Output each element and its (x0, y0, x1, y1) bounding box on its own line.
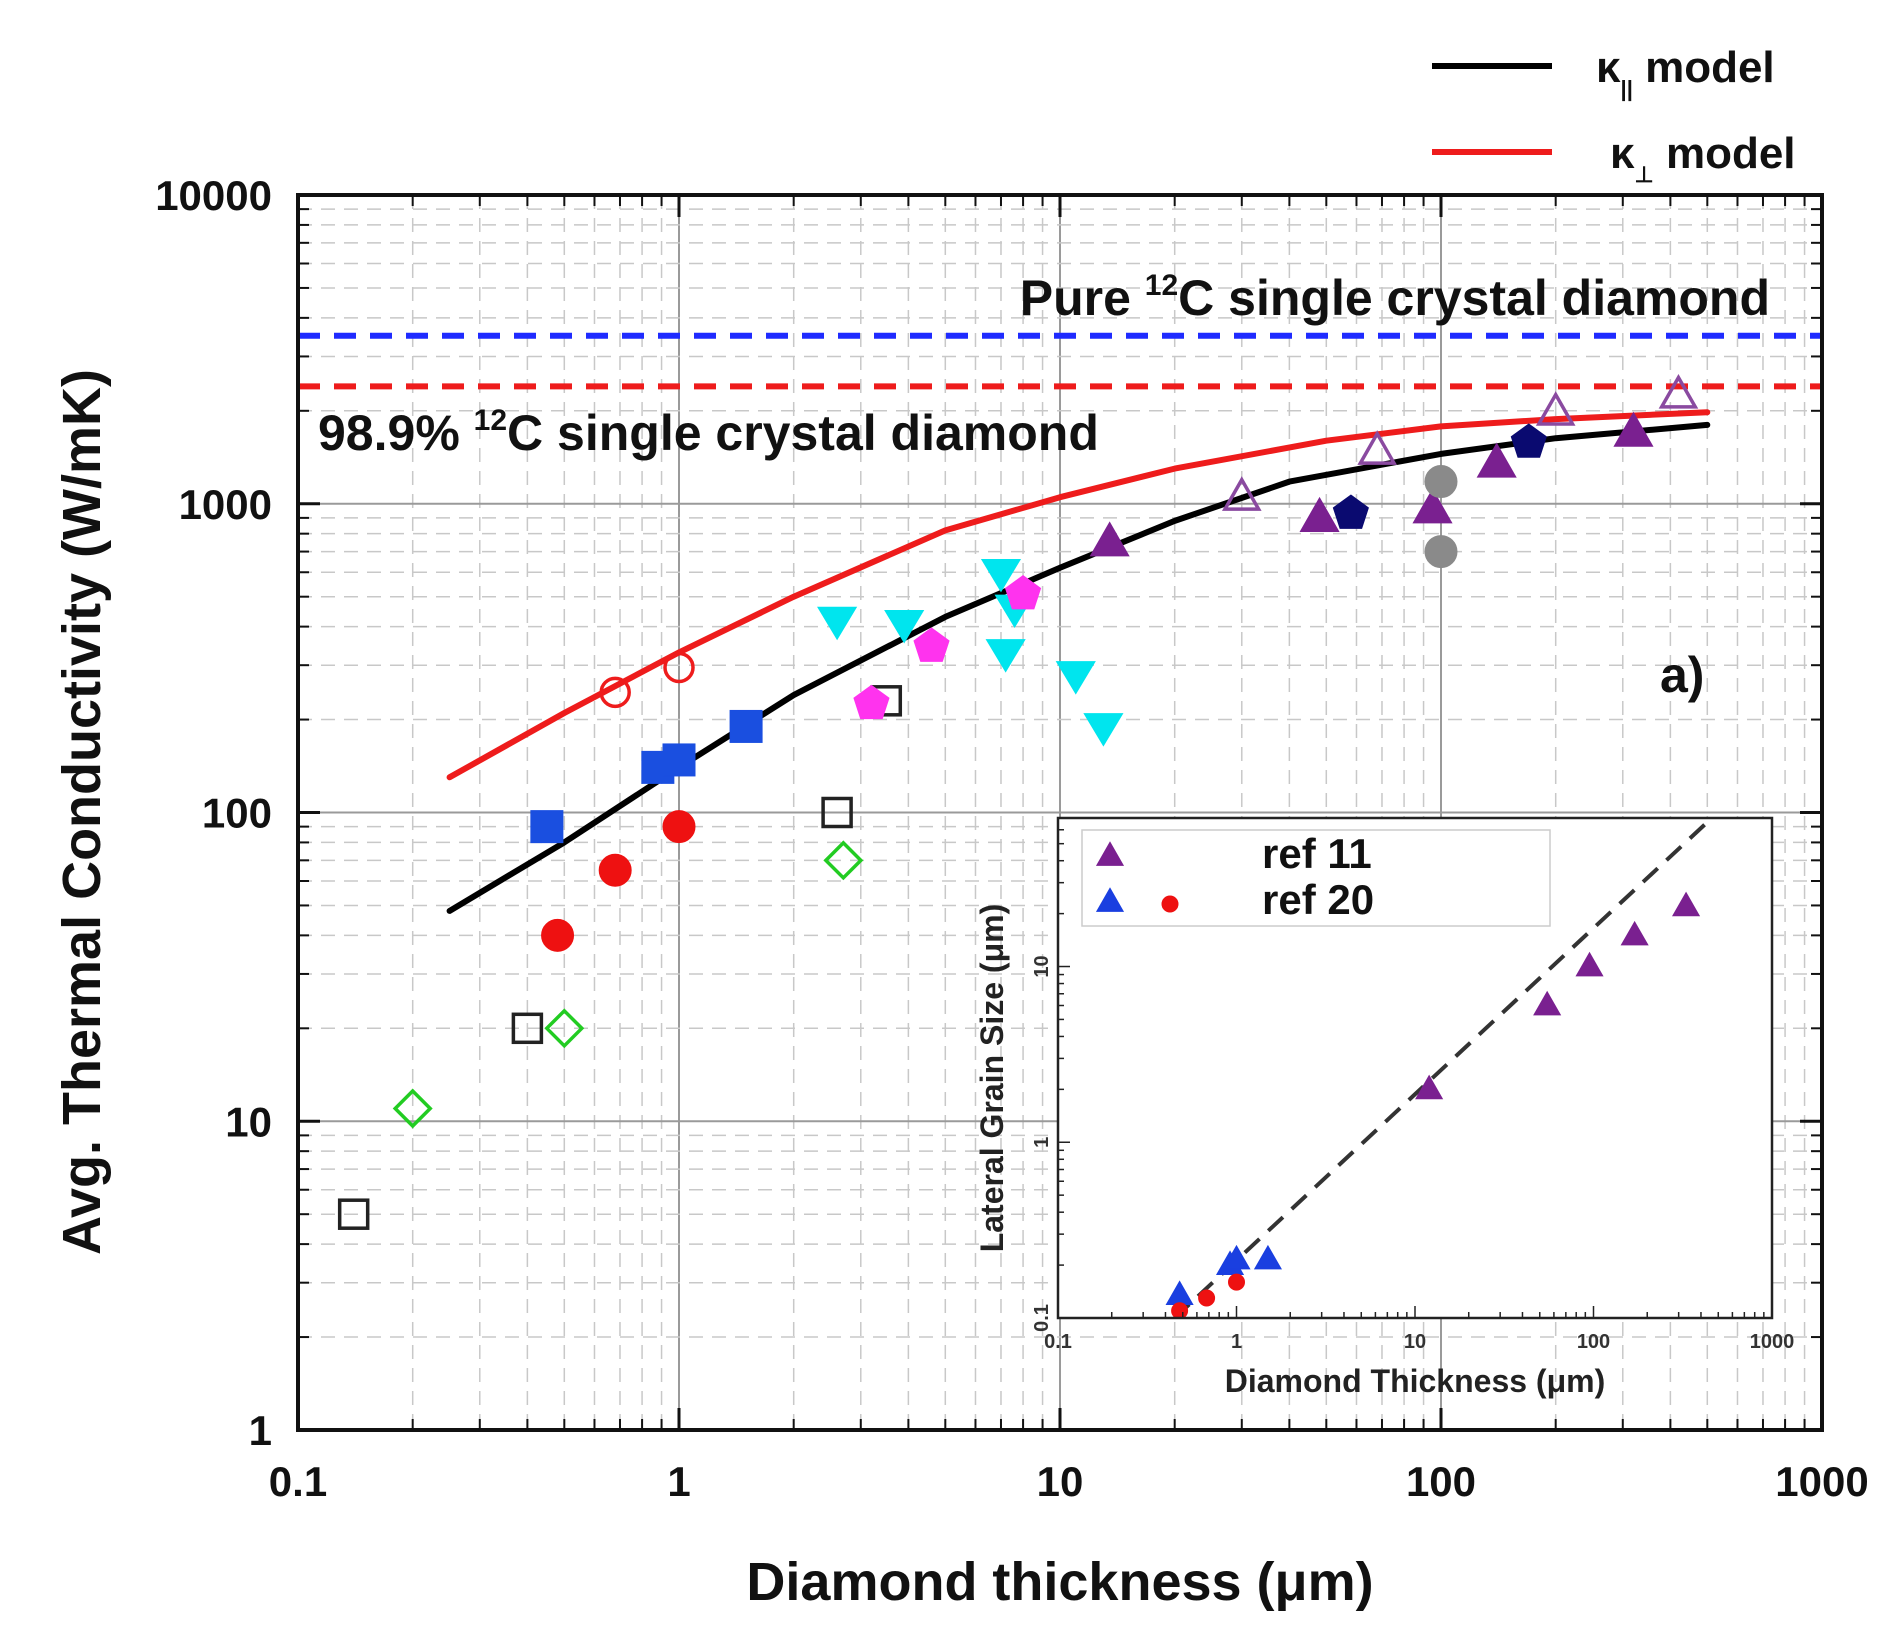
x-tick-label: 100 (1406, 1458, 1476, 1505)
inset-data-point (1671, 891, 1701, 917)
legend-kpar-label: κ|| model (1596, 43, 1775, 101)
data-point (599, 676, 631, 709)
data-point (729, 709, 763, 743)
x-axis-title: Diamond thickness (μm) (746, 1552, 1373, 1612)
y-axis-title: Avg. Thermal Conductivity (W/mK) (52, 369, 112, 1255)
y-tick-label: 10000 (155, 172, 272, 219)
data-point (913, 627, 950, 662)
data-point (1658, 373, 1699, 409)
inset-legend-box (1081, 829, 1551, 927)
data-point (662, 743, 696, 777)
inset-data-point (1533, 990, 1562, 1016)
data-point (1476, 442, 1517, 478)
y-tick-label: 10 (225, 1098, 272, 1145)
x-tick-label: 1000 (1775, 1458, 1868, 1505)
data-point (1221, 476, 1262, 511)
data-point (530, 810, 564, 844)
inset-legend-marker-ref20-circle (1161, 895, 1179, 913)
data-point (544, 1008, 585, 1049)
data-point (1004, 575, 1042, 610)
data-point (1510, 423, 1547, 458)
inset-data-point (1222, 1244, 1251, 1270)
inset-y-tick-label: 10 (1031, 955, 1053, 977)
pure-diamond-label: Pure 12C single crystal diamond (1020, 269, 1770, 326)
inset-x-axis-title: Diamond Thickness (μm) (1225, 1363, 1606, 1399)
panel-label: a) (1660, 647, 1704, 703)
inset-x-tick-label: 1000 (1750, 1331, 1795, 1353)
data-point (884, 610, 925, 644)
inset-legend-ref11: ref 11 (1262, 830, 1372, 877)
inset-data-points (1165, 891, 1701, 1318)
data-point (1535, 391, 1576, 426)
x-tick-label: 1 (667, 1458, 690, 1505)
y-tick-labels: 1 10 100 1000 10000 (155, 172, 272, 1454)
data-point (1299, 496, 1340, 532)
x-tick-label: 10 (1037, 1458, 1084, 1505)
data-point (337, 1198, 370, 1230)
inset-x-tick-label: 1 (1231, 1331, 1242, 1353)
inset-y-axis-title: Lateral Grain Size (μm) (974, 904, 1010, 1253)
data-point (1412, 488, 1453, 524)
inset-data-point (1575, 951, 1604, 977)
data-point (1083, 713, 1124, 747)
legend: κ|| model κ⊥ model (1432, 43, 1796, 187)
inset-x-tick-labels: 0.1 1 10 100 1000 (1044, 1331, 1794, 1353)
inset-chart: 0.1 1 10 100 1000 0.1 1 10 Diamond Thickness (… (974, 816, 1794, 1399)
data-point (985, 639, 1026, 673)
y-tick-label: 1 (249, 1407, 272, 1454)
axis-ticks (296, 195, 1822, 1432)
data-point (823, 840, 864, 881)
data-point (1424, 535, 1458, 569)
x-tick-labels: 0.1 1 10 100 1000 (269, 1458, 1869, 1505)
inset-y-tick-label: 0.1 (1031, 1304, 1053, 1332)
inset-x-tick-label: 100 (1577, 1331, 1610, 1353)
data-point (511, 1012, 544, 1045)
data-point (853, 684, 890, 720)
data-point (662, 810, 696, 844)
data-point (392, 1088, 433, 1129)
data-points (337, 373, 1699, 1230)
natural-diamond-label: 98.9% 12C single crystal diamond (318, 404, 1099, 461)
inset-legend: ref 11 ref 20 (1081, 829, 1551, 927)
data-point (598, 853, 632, 887)
data-point (1357, 430, 1398, 465)
data-point (817, 606, 858, 641)
model-lines (446, 409, 1711, 914)
inset-y-tick-labels: 0.1 1 10 (1031, 955, 1053, 1332)
inset-y-tick-label: 1 (1031, 1137, 1053, 1148)
inset-data-point (1415, 1074, 1444, 1100)
model-line-kperp (446, 409, 1711, 781)
inset-data-point (1620, 920, 1649, 946)
inset-legend-marker-ref20-triangle (1095, 887, 1125, 912)
data-point (1089, 521, 1130, 557)
inset-data-point (1253, 1244, 1282, 1270)
data-point (821, 796, 853, 829)
legend-kperp-label: κ⊥ model (1610, 129, 1796, 187)
inset-legend-ref20: ref 20 (1262, 876, 1374, 923)
inset-legend-marker-ref11 (1095, 841, 1125, 866)
model-line-kpar (446, 421, 1711, 914)
y-tick-label: 100 (202, 790, 272, 837)
inset-data-point (1171, 1302, 1189, 1318)
data-point (663, 651, 695, 684)
inset-data-point (1228, 1273, 1245, 1291)
data-point (1332, 494, 1369, 529)
inset-x-tick-label: 10 (1404, 1331, 1426, 1353)
data-point (541, 918, 575, 952)
inset-x-tick-label: 0.1 (1044, 1331, 1072, 1353)
inset-legend-markers (1095, 841, 1179, 913)
inset-axis-ticks (1057, 817, 1765, 1319)
reference-lines (298, 332, 1822, 390)
data-point (1424, 465, 1458, 499)
y-tick-label: 1000 (179, 481, 272, 528)
data-point (1613, 411, 1654, 447)
data-point (980, 558, 1022, 593)
x-tick-label: 0.1 (269, 1458, 327, 1505)
inset-data-point (1198, 1289, 1216, 1307)
data-point (1055, 661, 1096, 695)
